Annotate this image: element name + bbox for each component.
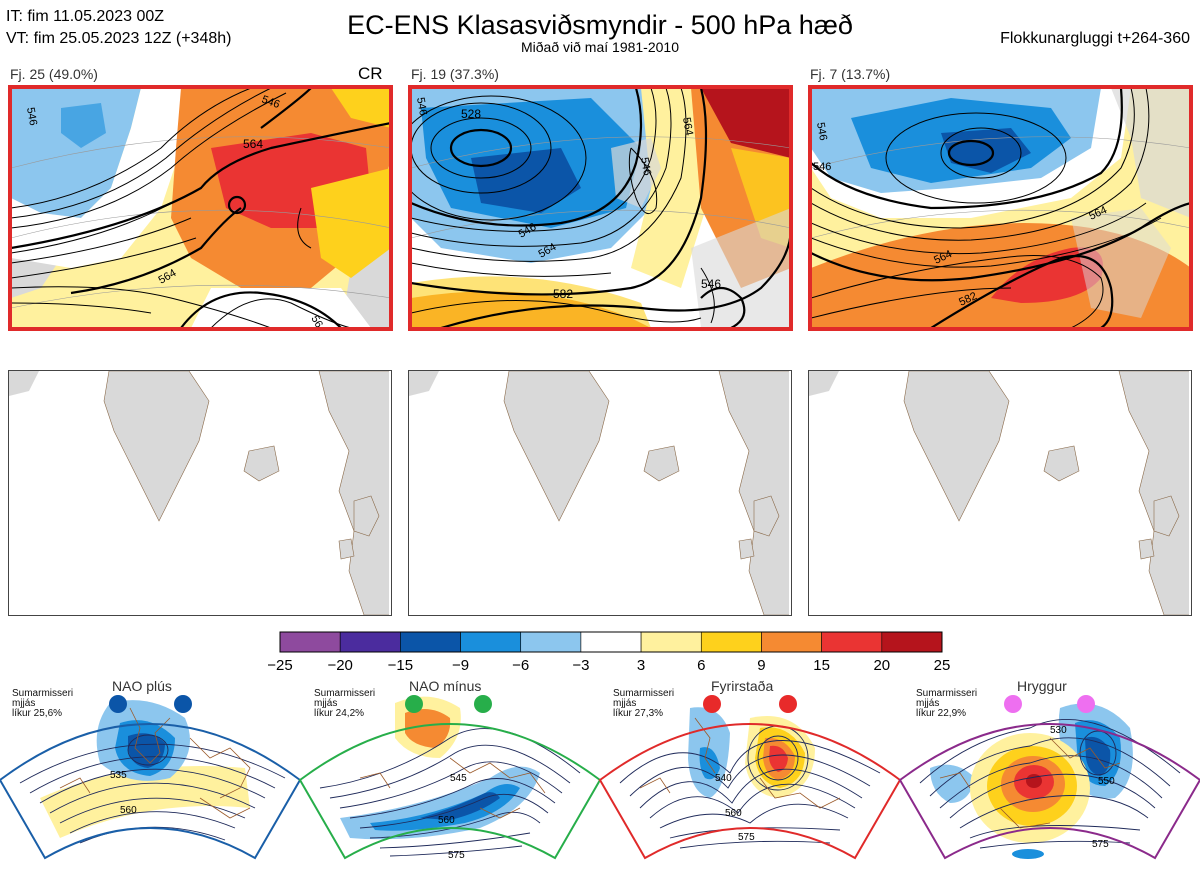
contour-label: 575 — [738, 832, 755, 843]
empty-map-1 — [8, 370, 392, 616]
regime-season: Sumarmisseri — [613, 688, 675, 699]
colorbar-cell — [821, 631, 883, 653]
regime-info-ridge: Sumarmisseri mjjás líkur 22,9% — [916, 689, 977, 719]
colorbar-cell — [700, 631, 762, 653]
contour-label: 575 — [1092, 839, 1109, 850]
contour-label: 530 — [1050, 725, 1067, 736]
regime-dot-icon — [405, 695, 423, 713]
regime-prob: líkur 27,3% — [613, 708, 664, 719]
initial-time: IT: fim 11.05.2023 00Z — [6, 8, 165, 25]
regime-prob: líkur 25,6% — [12, 708, 63, 719]
empty-map-2 — [408, 370, 792, 616]
panel-label-2: Fj. 19 (37.3%) — [411, 66, 499, 82]
colorbar-tick-label: 3 — [637, 657, 645, 674]
colorbar-tick-label: 15 — [813, 657, 830, 674]
regime-dot-icon — [174, 695, 192, 713]
contour-label: 564 — [680, 116, 695, 136]
regime-dot-icon — [109, 695, 127, 713]
colorbar-cell — [339, 631, 401, 653]
colorbar-tick-label: −15 — [388, 657, 413, 674]
header-left: IT: fim 11.05.2023 00Z VT: fim 25.05.202… — [6, 6, 231, 50]
regime-dot-icon — [1004, 695, 1022, 713]
colorbar-cell — [460, 631, 522, 653]
regime-dot-icon — [703, 695, 721, 713]
colorbar-tick-label: −25 — [267, 657, 292, 674]
contour-label: 535 — [110, 770, 127, 781]
colorbar-tick-label: 6 — [697, 657, 705, 674]
colorbar-tick-label: 25 — [934, 657, 951, 674]
regime-blocking: 540 560 575 — [598, 695, 902, 860]
regime-ridge: 530 550 575 — [898, 695, 1200, 860]
contour-label: 560 — [438, 815, 455, 826]
contour-label: 546 — [414, 96, 429, 116]
contour-label: 540 — [715, 773, 732, 784]
cluster-map-2: 546 564 528 546 564 546 582 546 — [408, 85, 793, 331]
contour-label: 546 — [638, 156, 653, 176]
contour-label: 546 — [24, 106, 39, 126]
panel-label-1: Fj. 25 (49.0%) — [10, 66, 98, 82]
regime-panels: 535 560 545 560 575 — [0, 695, 1200, 861]
contour-label: 582 — [553, 287, 573, 301]
regime-title-ridge: Hryggur — [1017, 678, 1067, 694]
colorbar-cell — [761, 631, 822, 653]
regime-dot-icon — [779, 695, 797, 713]
colorbar-tick-label: −20 — [327, 657, 352, 674]
regime-title-nao-minus: NAO mínus — [409, 678, 482, 694]
regime-season: Sumarmisseri — [916, 688, 978, 699]
contour-label: 545 — [450, 773, 467, 784]
colorbar-cell — [279, 631, 341, 653]
regime-season: Sumarmisseri — [314, 688, 376, 699]
regime-info-nao-plus: Sumarmisseri mjjás líkur 25,6% — [12, 689, 73, 719]
regime-avg: mjjás — [916, 698, 940, 709]
regime-avg: mjjás — [12, 698, 36, 709]
chart-title: EC-ENS Klasasviðsmyndir - 500 hPa hæð — [347, 10, 853, 40]
regime-avg: mjjás — [314, 698, 338, 709]
colorbar-tick-label: −9 — [452, 657, 469, 674]
empty-map-3 — [808, 370, 1192, 616]
regime-info-nao-minus: Sumarmisseri mjjás líkur 24,2% — [314, 689, 375, 719]
colorbar-cell — [640, 631, 702, 653]
regime-info-blocking: Sumarmisseri mjjás líkur 27,3% — [613, 689, 674, 719]
contour-label: 560 — [120, 805, 137, 816]
contour-label: 546 — [701, 277, 721, 291]
cluster-map-3: 546 546 564 564 582 — [808, 85, 1193, 331]
regime-title-blocking: Fyrirstaða — [711, 678, 774, 694]
contour-label: 546 — [814, 121, 829, 141]
contour-label: 550 — [1098, 776, 1115, 787]
classification-window: Flokkunargluggi t+264-360 — [1000, 30, 1190, 47]
regime-prob: líkur 22,9% — [916, 708, 967, 719]
panel-label-3: Fj. 7 (13.7%) — [810, 66, 891, 82]
colorbar-cell — [400, 631, 461, 653]
contour-label: 575 — [448, 850, 465, 861]
regime-prob: líkur 24,2% — [314, 708, 365, 719]
contour-label: 564 — [243, 137, 263, 151]
colorbar-tick-label: −6 — [512, 657, 529, 674]
contour-label: 546 — [813, 161, 831, 173]
panel-tag-cr: CR — [358, 64, 383, 83]
regime-nao-plus: 535 560 — [0, 695, 302, 860]
contour-label: 528 — [461, 107, 481, 121]
regime-title-nao-plus: NAO plús — [112, 678, 172, 694]
colorbar-cell — [580, 631, 642, 653]
cluster-map-1: 546 564 546 564 564 — [8, 85, 393, 331]
contour-label: 546 — [260, 94, 281, 112]
contour-label: 560 — [725, 808, 742, 819]
chart-subtitle: Miðað við maí 1981-2010 — [521, 39, 679, 55]
colorbar: −25 −20 −15 −9 −6 −3 3 6 9 15 20 25 — [267, 631, 951, 674]
regime-dot-icon — [474, 695, 492, 713]
regime-season: Sumarmisseri — [12, 688, 74, 699]
colorbar-tick-label: 20 — [873, 657, 890, 674]
regime-avg: mjjás — [613, 698, 637, 709]
colorbar-cell — [520, 631, 582, 653]
colorbar-cell — [881, 631, 943, 653]
regime-dot-icon — [1077, 695, 1095, 713]
colorbar-tick-label: −3 — [572, 657, 589, 674]
regime-nao-minus: 545 560 575 — [298, 695, 602, 861]
colorbar-tick-label: 9 — [757, 657, 765, 674]
valid-time: VT: fim 25.05.2023 12Z (+348h) — [6, 30, 232, 47]
